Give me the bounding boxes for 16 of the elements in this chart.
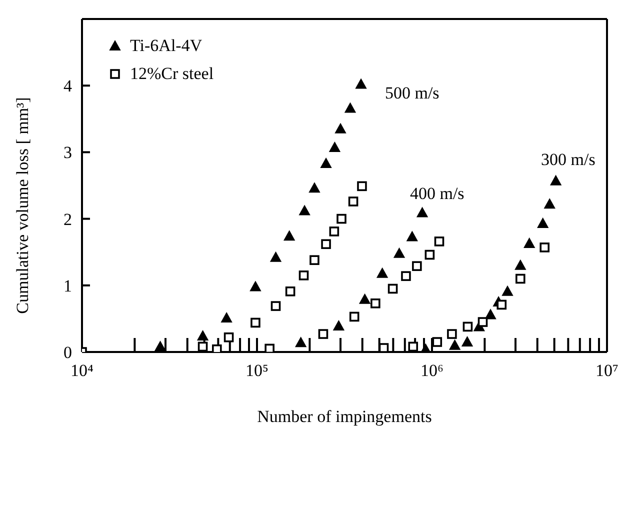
legend-label: Ti-6Al-4V bbox=[130, 36, 202, 56]
annotation: 500 m/s bbox=[384, 83, 440, 102]
x-tick-label: 10⁷ bbox=[596, 361, 619, 380]
y-tick-label: 4 bbox=[64, 76, 72, 96]
x-tick-label: 10⁴ bbox=[70, 361, 94, 380]
y-tick-label: 2 bbox=[64, 210, 72, 229]
y-tick-label: 3 bbox=[64, 143, 72, 162]
y-tick-label: 1 bbox=[64, 276, 72, 296]
y-axis-title: Cumulative volume loss [ mm³] bbox=[13, 97, 32, 314]
y-tick-label: 0 bbox=[64, 343, 72, 362]
annotation: 400 m/s bbox=[410, 184, 464, 203]
x-tick-label: 10⁵ bbox=[246, 361, 269, 380]
x-tick-label: 10⁶ bbox=[420, 361, 444, 380]
legend-label: 12%Cr steel bbox=[130, 64, 214, 84]
x-axis-title: Number of impingements bbox=[257, 407, 432, 426]
annotation: 300 m/s bbox=[541, 150, 596, 169]
